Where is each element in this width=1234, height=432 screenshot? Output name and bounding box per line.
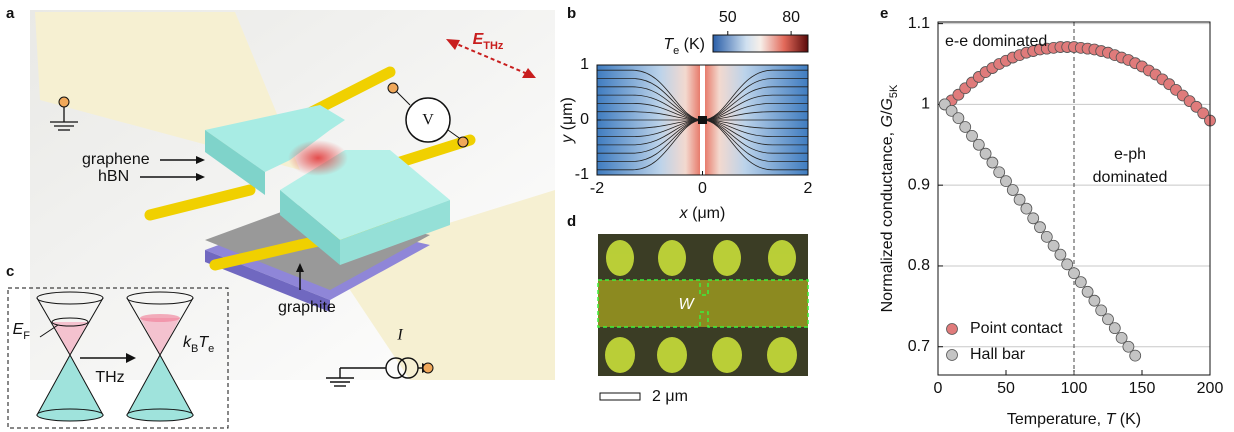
x-tick-label: 150 <box>1129 380 1156 397</box>
layer-label: graphene <box>82 151 150 168</box>
y-tick-label: -1 <box>575 166 589 183</box>
x-axis-label: x (μm) <box>679 205 726 222</box>
device-illustration <box>30 10 555 386</box>
x-tick-label: -2 <box>590 180 604 197</box>
x-axis-label-part: (μm) <box>688 205 726 222</box>
fermi-label: EF <box>13 321 31 342</box>
data-point <box>1021 203 1032 214</box>
legend-label: Point contact <box>970 320 1063 337</box>
annotation: e-e dominated <box>945 33 1047 50</box>
legend-marker <box>947 324 958 335</box>
scalebar-label: 2 μm <box>652 388 688 405</box>
x-tick-label: 0 <box>934 380 943 397</box>
colorbar-tick-label: 80 <box>782 9 800 26</box>
y-tick-label: 0.9 <box>908 176 930 193</box>
x-axis-label: Temperature, T (K) <box>1007 411 1141 428</box>
data-point <box>987 157 998 168</box>
layer-label: hBN <box>98 168 129 185</box>
x-axis-label-part: Temperature, <box>1007 411 1106 428</box>
y-tick-label: 1 <box>580 56 589 73</box>
fermi-label-part: F <box>23 330 30 342</box>
y-tick-label: 0.7 <box>908 338 930 355</box>
panel-label: b <box>567 5 576 22</box>
arrow-label: THz <box>95 369 124 386</box>
y-axis-label-part: 5K <box>888 84 900 98</box>
layer-label: graphite <box>278 299 336 316</box>
panel-label: d <box>567 213 576 230</box>
annotation: e-ph <box>1114 146 1146 163</box>
field-label-part: THz <box>483 40 504 52</box>
data-point <box>1055 249 1066 260</box>
y-tick-label: 0 <box>580 111 589 128</box>
data-point <box>1130 350 1141 361</box>
panel-label: c <box>6 263 14 280</box>
y-axis-label: Normalized conductance, G/G5K <box>879 84 900 312</box>
y-axis-label-part: G <box>879 98 896 110</box>
thermal-label-part: e <box>208 343 214 355</box>
data-point <box>1089 295 1100 306</box>
y-tick-label: 1.1 <box>908 15 930 32</box>
data-point <box>1007 185 1018 196</box>
figure: aETHzVgraphenehBNgraphiteIcEFkBTeTHzdW2 … <box>0 0 1234 432</box>
y-axis-label: y (μm) <box>559 97 576 144</box>
width-label: W <box>678 296 695 313</box>
thermal-label-part: B <box>191 343 198 355</box>
x-tick-label: 200 <box>1197 380 1224 397</box>
panel-label: a <box>6 5 15 22</box>
fermi-label-part: E <box>13 321 24 338</box>
y-axis-label-part: Normalized conductance, <box>879 127 896 312</box>
legend-label: Hall bar <box>970 346 1026 363</box>
data-point <box>1035 222 1046 233</box>
data-point <box>1075 277 1086 288</box>
colorbar-label: Te (K) <box>663 36 705 57</box>
current-label: I <box>396 327 403 344</box>
colorbar-label-part: (K) <box>679 36 705 53</box>
data-point <box>1109 323 1120 334</box>
y-tick-label: 1 <box>921 96 930 113</box>
x-axis-label-part: (K) <box>1115 411 1141 428</box>
x-tick-label: 100 <box>1061 380 1088 397</box>
x-tick-label: 0 <box>698 180 707 197</box>
y-axis-label-part: (μm) <box>559 97 576 135</box>
y-axis-label-part: G <box>879 115 896 127</box>
x-tick-label: 2 <box>804 180 813 197</box>
legend-marker <box>947 350 958 361</box>
voltmeter-label: V <box>422 112 434 129</box>
micrograph <box>598 234 808 400</box>
colorbar-tick-label: 50 <box>719 9 737 26</box>
x-tick-label: 50 <box>997 380 1015 397</box>
y-tick-label: 0.8 <box>908 257 930 274</box>
panel-label: e <box>880 5 888 22</box>
heatmap <box>597 35 808 175</box>
annotation: dominated <box>1093 169 1168 186</box>
